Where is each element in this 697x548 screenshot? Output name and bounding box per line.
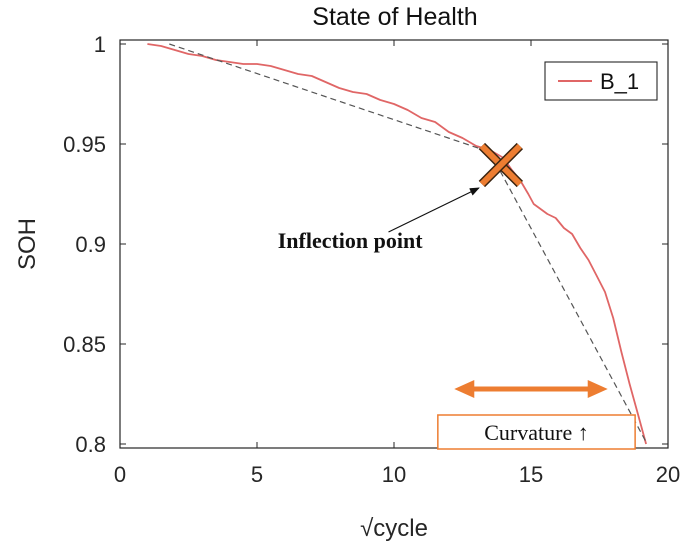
series-line-b1	[147, 43, 647, 445]
curvature-box	[437, 414, 636, 450]
plot-area	[119, 39, 669, 449]
inflection-label: Inflection point	[278, 228, 424, 253]
x-tick-label: 5	[251, 462, 263, 487]
curvature-arrow-head-right	[587, 380, 608, 398]
axis-ticks: 0 5 10 15 20 0.8 0.85 0.9 0.95 1	[63, 32, 680, 487]
chart-title: State of Health	[312, 3, 477, 31]
marker-stroke	[479, 143, 522, 187]
trend-line-dashed	[169, 43, 647, 443]
legend-label-b1: B_1	[600, 69, 639, 94]
y-tick-label: 0.8	[75, 432, 106, 457]
curvature-arrow-head-left	[454, 380, 475, 398]
y-tick-label: 0.85	[63, 332, 106, 357]
x-tick-label: 10	[382, 462, 406, 487]
legend: B_1	[544, 61, 658, 101]
inflection-arrow	[388, 187, 480, 233]
y-axis-label: SOH	[14, 218, 41, 270]
inflection-marker-x	[478, 142, 524, 188]
y-tick-label: 0.9	[75, 232, 106, 257]
annotation-layer: Inflection point Curvature ↑	[278, 142, 636, 450]
series-layer	[147, 43, 647, 445]
x-axis-label: √cycle	[360, 515, 428, 542]
x-tick-label: 20	[656, 462, 680, 487]
y-tick-label: 1	[94, 32, 106, 57]
y-tick-label: 0.95	[63, 132, 106, 157]
curvature-label: Curvature ↑	[484, 420, 588, 445]
plot-frame	[119, 39, 669, 449]
x-tick-label: 15	[519, 462, 543, 487]
x-tick-label: 0	[114, 462, 126, 487]
